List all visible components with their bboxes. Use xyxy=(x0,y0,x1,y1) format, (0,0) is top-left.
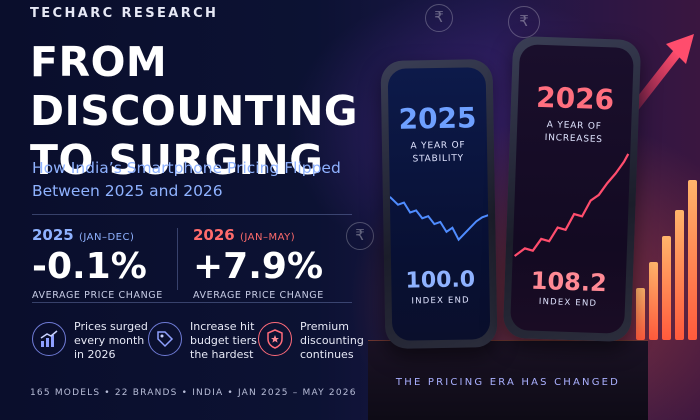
page-title: FROM DISCOUNTING TO SURGING xyxy=(30,38,359,184)
chart-up-icon xyxy=(32,322,66,356)
stat-range: (JAN–DEC) xyxy=(78,232,135,243)
phone-index-value: 108.2 xyxy=(530,266,608,298)
bar xyxy=(636,288,645,340)
footer-meta: 165 MODELS • 22 BRANDS • INDIA • JAN 202… xyxy=(30,388,357,398)
phone-subtitle-line1: A YEAR OF xyxy=(410,140,466,152)
stat-year-value: 2026 xyxy=(193,226,235,244)
bar xyxy=(675,210,684,340)
divider xyxy=(32,214,352,215)
trend-line-graphic xyxy=(389,196,489,242)
tagline: THE PRICING ERA HAS CHANGED xyxy=(395,377,621,388)
phone-2025: 2025 A YEAR OF STABILITY 100.0 INDEX END xyxy=(380,59,498,349)
shield-star-icon xyxy=(258,322,292,356)
bar xyxy=(662,236,671,340)
phone-index-label: INDEX END xyxy=(411,295,470,307)
pedestal xyxy=(368,340,648,420)
stat-year: 2026 (JAN–MAY) xyxy=(193,226,324,244)
rupee-coin-icon: ₹ xyxy=(425,4,453,32)
phone-screen: 2026 A YEAR OF INCREASES 108.2 INDEX END xyxy=(510,44,634,334)
stat-divider xyxy=(177,228,178,290)
phone-index-label: INDEX END xyxy=(538,296,598,309)
stat-range: (JAN–MAY) xyxy=(239,232,296,243)
stat-caption: AVERAGE PRICE CHANGE xyxy=(32,290,163,301)
stat-2025: 2025 (JAN–DEC) -0.1% AVERAGE PRICE CHANG… xyxy=(32,226,163,301)
stat-year-value: 2025 xyxy=(32,226,74,244)
bar xyxy=(649,262,658,340)
stat-value: -0.1% xyxy=(32,246,147,287)
page-subtitle: How India’s Smartphone Pricing Flipped B… xyxy=(32,159,341,200)
point-item: Premium discounting continues xyxy=(258,320,380,362)
brand-label: TECHARC RESEARCH xyxy=(30,6,219,21)
point-item: Prices surged every month in 2026 xyxy=(32,320,154,362)
stat-caption: AVERAGE PRICE CHANGE xyxy=(193,290,324,301)
divider xyxy=(32,302,352,303)
stat-2026: 2026 (JAN–MAY) +7.9% AVERAGE PRICE CHANG… xyxy=(193,226,324,301)
stat-year: 2025 (JAN–DEC) xyxy=(32,226,163,244)
rupee-coin-icon: ₹ xyxy=(508,6,540,38)
phone-index-value: 100.0 xyxy=(405,267,476,294)
bar xyxy=(688,180,697,340)
trend-line-graphic xyxy=(513,153,630,257)
price-tag-icon xyxy=(148,322,182,356)
rupee-coin-icon: ₹ xyxy=(346,222,374,250)
phone-subtitle-line2: STABILITY xyxy=(412,153,464,165)
phone-2026: 2026 A YEAR OF INCREASES 108.2 INDEX END xyxy=(502,35,642,343)
phone-year: 2026 xyxy=(535,80,615,117)
point-text: Increase hit budget tiers the hardest xyxy=(190,320,257,361)
phone-screen: 2025 A YEAR OF STABILITY 100.0 INDEX END xyxy=(387,67,491,341)
bar-graphic xyxy=(636,150,700,340)
stat-value: +7.9% xyxy=(193,246,324,287)
point-text: Premium discounting continues xyxy=(300,320,364,361)
point-item: Increase hit budget tiers the hardest xyxy=(148,320,270,362)
phone-year: 2025 xyxy=(398,101,477,136)
point-text: Prices surged every month in 2026 xyxy=(74,320,148,361)
